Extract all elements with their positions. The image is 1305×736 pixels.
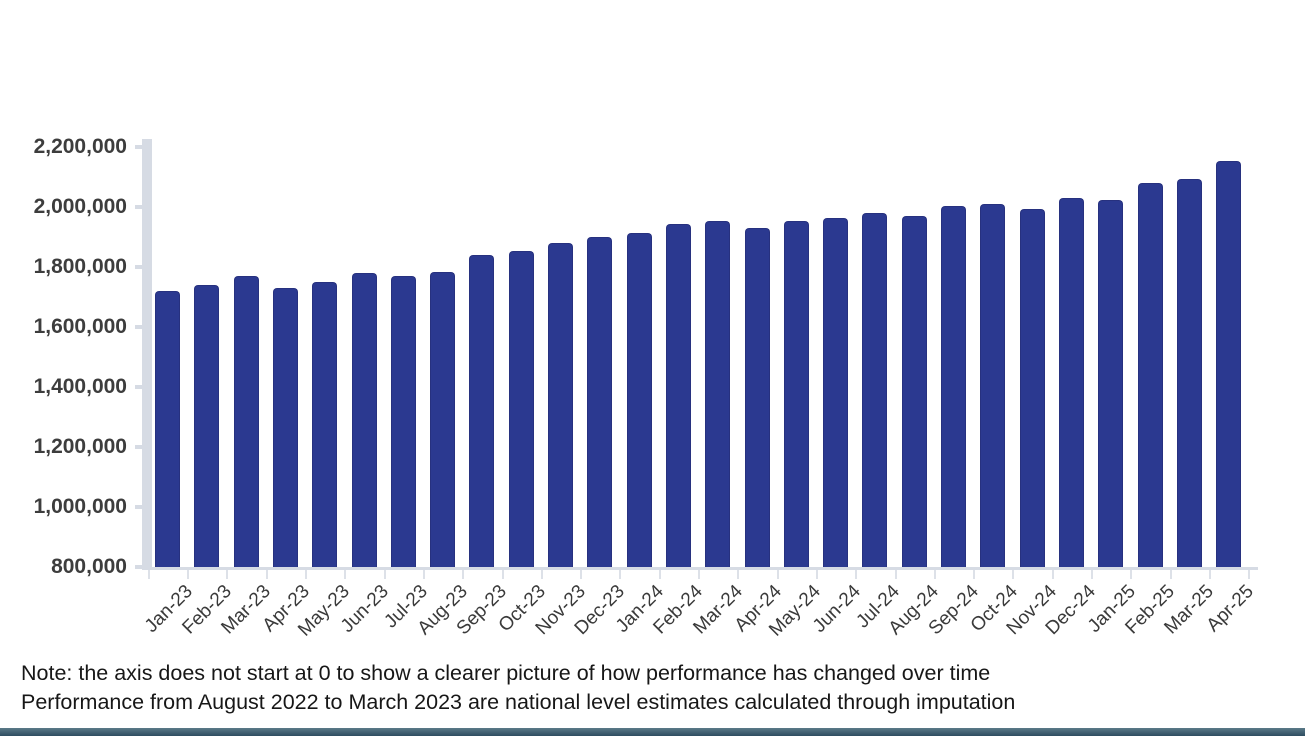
x-axis-line <box>142 567 1258 570</box>
x-axis-tick <box>226 570 229 579</box>
y-axis-tick <box>135 445 142 449</box>
bar-Apr-23 <box>272 288 298 567</box>
x-axis-tick <box>933 570 936 579</box>
x-axis-tick <box>501 570 504 579</box>
bar-Aug-24 <box>901 216 927 567</box>
bar-Mar-25 <box>1176 178 1202 567</box>
x-axis-tick <box>1130 570 1133 579</box>
x-axis-tick <box>383 570 386 579</box>
x-axis-tick <box>540 570 543 579</box>
x-axis-tick <box>1051 570 1054 579</box>
x-axis-tick <box>855 570 858 579</box>
x-axis-tick <box>658 570 661 579</box>
y-axis-tick-label: 1,200,000 <box>33 435 127 458</box>
x-axis-tick <box>737 570 740 579</box>
y-axis-tick-label: 1,400,000 <box>33 375 127 398</box>
bar-Feb-23 <box>194 285 220 567</box>
x-axis-tick <box>1248 570 1251 579</box>
bar-Jul-24 <box>862 213 888 567</box>
bar-Dec-23 <box>587 237 613 567</box>
y-axis-tick-label: 1,600,000 <box>33 315 127 338</box>
footer-accent-bar <box>0 728 1305 736</box>
bar-Sep-24 <box>941 205 966 567</box>
y-axis-line <box>142 139 152 570</box>
bar-Dec-24 <box>1058 198 1084 567</box>
bar-Oct-23 <box>508 250 534 567</box>
x-axis-tick <box>147 570 150 579</box>
footnote-line-2: Performance from August 2022 to March 20… <box>21 690 1016 714</box>
x-axis-tick <box>462 570 465 579</box>
bar-Mar-23 <box>233 276 259 567</box>
y-axis-tick-label: 800,000 <box>51 555 127 578</box>
y-axis-tick <box>135 325 142 329</box>
y-axis-tick-label: 1,000,000 <box>33 495 127 518</box>
bar-Mar-24 <box>705 220 731 567</box>
x-axis-tick <box>1091 570 1094 579</box>
y-axis-tick-label: 1,800,000 <box>33 255 127 278</box>
bar-Sep-23 <box>469 255 495 567</box>
bar-Jul-23 <box>390 276 416 567</box>
x-axis-tick <box>1208 570 1211 579</box>
bar-Apr-25 <box>1216 160 1242 567</box>
y-axis-tick <box>135 145 142 149</box>
x-axis-tick <box>698 570 701 579</box>
y-axis-tick <box>135 205 142 209</box>
x-axis-tick <box>265 570 268 579</box>
x-axis-tick <box>776 570 779 579</box>
y-axis-tick <box>135 385 142 389</box>
bar-Feb-25 <box>1137 183 1163 567</box>
bar-Jan-23 <box>155 291 180 567</box>
bar-Feb-24 <box>665 223 691 567</box>
x-axis-tick <box>973 570 976 579</box>
y-axis-tick <box>135 505 142 509</box>
x-axis-tick <box>305 570 308 579</box>
y-axis-tick-label: 2,000,000 <box>33 195 127 218</box>
footnote: Note: the axis does not start at 0 to sh… <box>21 659 1221 717</box>
x-axis-tick <box>1169 570 1172 579</box>
bar-Jan-25 <box>1098 199 1124 567</box>
x-axis-tick <box>422 570 425 579</box>
y-axis-tick <box>135 565 142 569</box>
bar-May-23 <box>312 282 338 567</box>
bar-Jun-23 <box>351 273 377 567</box>
bar-Jan-24 <box>626 232 652 567</box>
bar-Apr-24 <box>744 228 770 567</box>
footnote-line-1: Note: the axis does not start at 0 to sh… <box>21 661 991 685</box>
bar-Nov-23 <box>548 243 573 567</box>
x-axis-tick <box>344 570 347 579</box>
bar-Jun-24 <box>823 217 849 567</box>
x-axis-tick <box>894 570 897 579</box>
x-axis-tick <box>580 570 583 579</box>
bar-Aug-23 <box>430 271 456 567</box>
bar-Oct-24 <box>980 204 1006 567</box>
bar-Nov-24 <box>1019 208 1045 567</box>
x-axis-tick <box>815 570 818 579</box>
y-axis-tick-label: 2,200,000 <box>33 135 127 158</box>
y-axis-tick <box>135 265 142 269</box>
x-axis-tick <box>187 570 190 579</box>
x-axis-tick <box>1012 570 1015 579</box>
bar-May-24 <box>783 220 809 567</box>
x-axis-tick <box>619 570 622 579</box>
